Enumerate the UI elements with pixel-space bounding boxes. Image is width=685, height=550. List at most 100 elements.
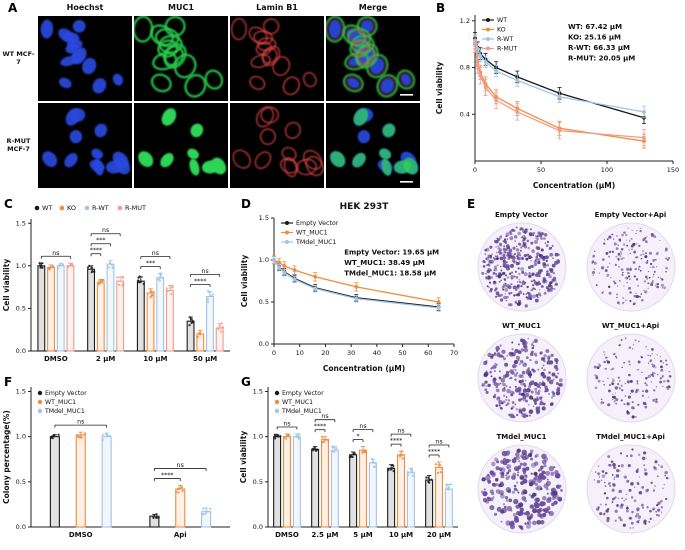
svg-text:Api: Api	[174, 531, 187, 539]
svg-text:****: ****	[194, 278, 206, 285]
micrograph-lamin-b1	[230, 103, 324, 188]
svg-text:10: 10	[296, 349, 304, 357]
svg-text:R-WT: 66.33 μM: R-WT: 66.33 μM	[568, 44, 630, 52]
svg-text:ns: ns	[52, 250, 59, 257]
svg-text:WT_MUC1: WT_MUC1	[282, 399, 313, 406]
svg-text:1.5: 1.5	[253, 388, 263, 396]
micrograph-hoechst	[38, 16, 132, 101]
svg-text:KO: KO	[67, 204, 76, 212]
svg-text:40: 40	[373, 349, 381, 357]
svg-text:TMdel_MUC1: 18.58 μM: TMdel_MUC1: 18.58 μM	[344, 269, 436, 277]
svg-text:ns: ns	[283, 420, 290, 427]
svg-text:ns: ns	[359, 423, 366, 430]
svg-text:1.0: 1.0	[16, 262, 26, 270]
panel-e-colony-assay: E Empty Vector Empty Vector+Api WT_MUC1 WT_…	[465, 196, 685, 550]
panel-a-micrographs: A Hoechst MUC1 Lamin B1 Merge WT MCF-7 R-MUT…	[0, 0, 432, 196]
channel-header: Merge	[358, 3, 388, 12]
colony-plate-image	[477, 444, 566, 534]
colony-plate-label: TMdel_MUC1	[496, 433, 547, 441]
svg-text:30: 30	[347, 349, 355, 357]
svg-text:***: ***	[96, 237, 105, 244]
chart-c-cell-viability: 0.0 0.5 1.0 1.5 DMSO 2 μM 10 μM 50 μM Cell viabi…	[2, 204, 230, 363]
svg-text:R-MUT: R-MUT	[125, 204, 146, 212]
colony-plate-label: WT_MUC1	[502, 322, 541, 330]
svg-text:0.5: 0.5	[16, 304, 26, 312]
svg-text:10 μM: 10 μM	[389, 531, 413, 539]
colony-plate: WT_MUC1	[471, 322, 572, 424]
svg-text:*: *	[357, 433, 360, 440]
svg-text:R-MUT: 20.05 μM: R-MUT: 20.05 μM	[568, 55, 635, 63]
svg-text:TMdel_MUC1: TMdel_MUC1	[44, 408, 85, 415]
svg-text:5 μM: 5 μM	[353, 531, 372, 539]
svg-text:****: ****	[314, 423, 326, 430]
svg-text:150: 150	[667, 166, 679, 174]
svg-text:10 μM: 10 μM	[143, 355, 167, 363]
panel-g-label: G	[241, 375, 251, 389]
svg-text:WT: WT	[497, 17, 507, 24]
svg-text:HEK 293T: HEK 293T	[340, 202, 390, 212]
svg-text:Empty Vector: Empty Vector	[296, 220, 339, 227]
svg-text:0.5: 0.5	[259, 298, 269, 306]
panel-b-label: B	[436, 1, 446, 15]
colony-plate: Empty Vector	[471, 211, 572, 313]
channel-header: Lamin B1	[256, 3, 298, 12]
svg-text:KO: KO	[497, 27, 506, 34]
colony-plate: TMdel_MUC1	[471, 433, 572, 535]
svg-text:ns: ns	[177, 462, 184, 469]
colony-plate-label: WT_MUC1+Api	[601, 322, 660, 330]
svg-text:R-MUT: R-MUT	[497, 46, 517, 53]
svg-text:R-WT: R-WT	[92, 204, 109, 212]
svg-text:1.5: 1.5	[16, 219, 26, 227]
micrograph-merge	[326, 16, 420, 101]
svg-text:0: 0	[473, 166, 477, 174]
colony-plate-image	[586, 222, 675, 312]
svg-text:Cell viability: Cell viability	[2, 259, 11, 312]
svg-text:Concentration (μM): Concentration (μM)	[323, 364, 405, 373]
svg-text:0.0: 0.0	[16, 523, 26, 531]
svg-text:***: ***	[146, 260, 155, 267]
panel-d-label: D	[241, 197, 251, 211]
svg-text:Empty Vector: Empty Vector	[282, 390, 324, 397]
svg-text:****: ****	[161, 472, 173, 479]
svg-text:****: ****	[90, 247, 102, 254]
svg-text:TMdel_MUC1: TMdel_MUC1	[281, 408, 322, 415]
svg-text:ns: ns	[397, 428, 404, 435]
svg-text:WT_MUC1: 38.49 μM: WT_MUC1: 38.49 μM	[344, 259, 425, 267]
svg-text:1.5: 1.5	[16, 388, 26, 396]
svg-text:20 μM: 20 μM	[427, 531, 451, 539]
svg-text:0.8: 0.8	[460, 64, 470, 72]
colony-plate-image	[477, 222, 566, 312]
colony-plate: WT_MUC1+Api	[580, 322, 681, 424]
svg-text:Cell viability: Cell viability	[239, 431, 248, 484]
svg-text:20: 20	[321, 349, 329, 357]
svg-text:50: 50	[537, 166, 545, 174]
panel-g-bar-chart: G 0.0 0.5 1.0 1.5 DMSO 2.5 μM 5 μM 10 μM 20 μM Ce…	[237, 374, 465, 550]
panel-b-dose-response: B 0.4 0.8 1.2 0 50 100 150 Concentration (μM) Ce…	[432, 0, 685, 196]
svg-text:100: 100	[601, 166, 613, 174]
svg-text:****: ****	[428, 448, 440, 455]
svg-text:KO: 25.16 μM: KO: 25.16 μM	[568, 34, 621, 42]
svg-text:0: 0	[272, 349, 276, 357]
svg-text:ns: ns	[77, 419, 84, 426]
colony-plate-label: Empty Vector+Api	[594, 211, 667, 219]
channel-header: MUC1	[168, 3, 194, 12]
svg-text:****: ****	[390, 438, 402, 445]
svg-text:1.0: 1.0	[253, 433, 263, 441]
svg-text:ns: ns	[435, 438, 442, 445]
svg-text:1.0: 1.0	[16, 433, 26, 441]
panel-d-dose-response: D 0.0 0.5 1.0 1.5 0 10 20 30 40 50 60 70 Concentrati…	[237, 196, 465, 374]
svg-text:TMdel_MUC1: TMdel_MUC1	[295, 239, 337, 246]
channel-headers: Hoechst MUC1 Lamin B1 Merge	[38, 3, 420, 12]
svg-text:0.0: 0.0	[253, 523, 263, 531]
svg-text:0.5: 0.5	[16, 478, 26, 486]
micrograph-lamin-b1	[230, 16, 324, 101]
colony-plate-label: Empty Vector	[495, 211, 548, 219]
channel-header: Hoechst	[66, 3, 104, 12]
micrograph-muc1	[134, 103, 228, 188]
colony-plate-image	[477, 333, 566, 423]
svg-text:60: 60	[424, 349, 432, 357]
panel-c-bar-chart: C 0.0 0.5 1.0 1.5 DMSO 2 μM 10 μM 50 μM Cell via…	[0, 196, 237, 374]
svg-text:Empty Vector: Empty Vector	[45, 390, 87, 397]
colony-plate-image	[586, 333, 675, 423]
